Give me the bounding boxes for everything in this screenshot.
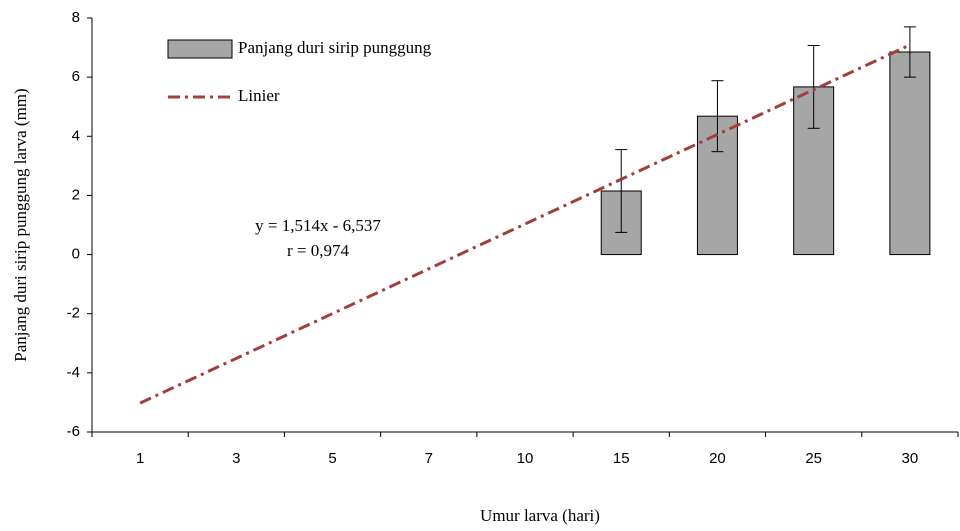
annotation: r = 0,974 <box>287 241 349 260</box>
y-tick-label: -6 <box>67 423 80 440</box>
error-bar <box>615 149 628 233</box>
x-tick-label: 3 <box>232 450 240 467</box>
legend-label: Panjang duri sirip punggung <box>238 38 432 57</box>
y-tick-label: 4 <box>72 127 80 144</box>
y-tick-label: -4 <box>67 364 80 381</box>
error-bar <box>711 80 724 153</box>
y-tick-label: 6 <box>72 68 80 85</box>
y-tick-label: 8 <box>72 9 80 26</box>
error-bar <box>807 45 820 129</box>
legend-swatch <box>167 39 233 59</box>
legend-label: Linier <box>238 86 280 105</box>
x-tick-label: 30 <box>902 450 919 467</box>
y-tick-label: -2 <box>67 305 80 322</box>
x-tick-label: 20 <box>709 450 726 467</box>
x-tick-label: 10 <box>517 450 534 467</box>
x-tick-label: 1 <box>136 450 144 467</box>
bar <box>793 86 835 256</box>
x-axis-label: Umur larva (hari) <box>480 506 600 525</box>
annotation: y = 1,514x - 6,537 <box>255 216 381 235</box>
trend-line <box>139 43 911 405</box>
x-tick-label: 25 <box>805 450 822 467</box>
x-tick-label: 5 <box>328 450 336 467</box>
y-axis-label: Panjang duri sirip punggung larva (mm) <box>11 88 30 361</box>
error-bar <box>903 26 916 78</box>
y-tick-label: 2 <box>72 186 80 203</box>
bar <box>889 51 931 256</box>
x-tick-label: 15 <box>613 450 630 467</box>
x-tick-label: 7 <box>425 450 433 467</box>
y-tick-label: 0 <box>72 246 80 263</box>
